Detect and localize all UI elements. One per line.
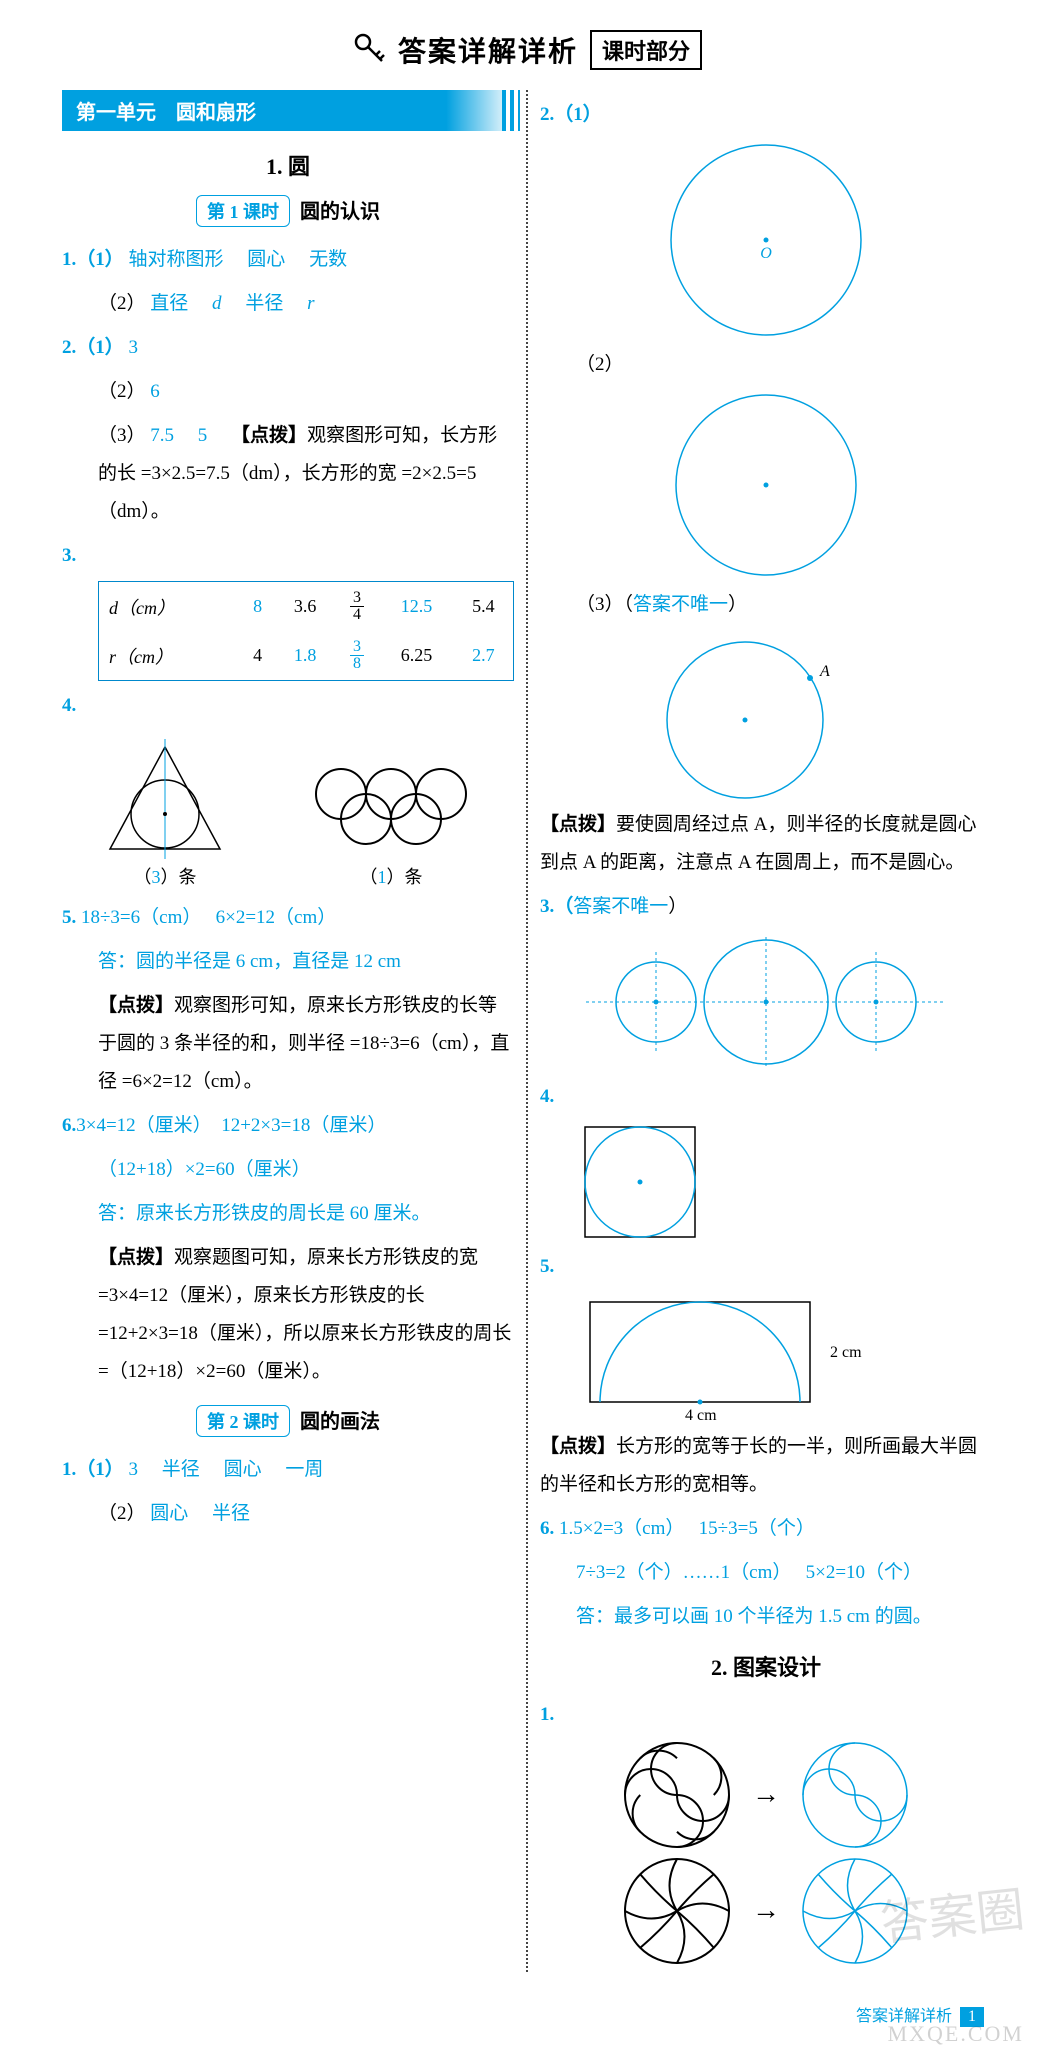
pattern-row-2: →: [540, 1856, 992, 1966]
unit-banner: 第一单元 圆和扇形: [62, 90, 514, 131]
l2-q1-2: （2） 圆心 半径: [62, 1495, 514, 1533]
lesson-badge: 第 1 课时: [196, 195, 290, 227]
pinwheel-icon-2: [622, 1856, 732, 1966]
r-hint1: 【点拨】要使圆周经过点 A，则半径的长度就是圆心到点 A 的距离，注意点 A 在…: [540, 806, 992, 882]
r-q3: 3.（答案不唯一）: [540, 888, 992, 926]
page-title: 答案详解详析: [398, 30, 578, 70]
q3-table: d（cm） 8 3.6 34 12.5 5.4 r（cm） 4 1.8 38 6…: [98, 581, 514, 681]
r-q6-answer: 答：最多可以画 10 个半径为 1.5 cm 的圆。: [540, 1598, 992, 1636]
lesson-name-2: 圆的画法: [300, 1411, 380, 1433]
pattern-row-1: →: [540, 1740, 992, 1850]
r-q6: 6. 1.5×2=3（cm） 15÷3=5（个）: [540, 1510, 992, 1548]
q6-c: （12+18）×2=60（厘米）: [62, 1151, 514, 1189]
table-row-d: d（cm） 8 3.6 34 12.5 5.4: [99, 582, 513, 631]
r-q2-1: 2.（1）: [540, 96, 992, 134]
circle-3: A: [660, 630, 840, 800]
pinwheel-outline-icon: [800, 1740, 910, 1850]
left-column: 第一单元 圆和扇形 1. 圆 第 1 课时 圆的认识 1.（1） 轴对称图形 圆…: [50, 90, 528, 1972]
section-title-1: 1. 圆: [62, 149, 514, 181]
pinwheel-outline-icon-2: [800, 1856, 910, 1966]
r-q6-2: 7÷3=2（个）……1（cm） 5×2=10（个）: [540, 1554, 992, 1592]
arrow-icon: →: [752, 1779, 780, 1811]
r-q2-2-label: （2）: [540, 346, 992, 384]
lesson-badge-2: 第 2 课时: [196, 1405, 290, 1437]
circle-2: [671, 390, 861, 580]
s2-q1: 1.: [540, 1696, 992, 1734]
l2-q1-1: 1.（1） 3 半径 圆心 一周: [62, 1451, 514, 1489]
r-q5: 5.: [540, 1248, 992, 1286]
q4-fig-triangle: （3）条: [100, 735, 230, 889]
semicircle-in-rect: 2 cm 4 cm: [580, 1292, 880, 1422]
arrow-icon: →: [752, 1895, 780, 1927]
pinwheel-icon: [622, 1740, 732, 1850]
q6: 6.3×4=12（厘米） 12+2×3=18（厘米）: [62, 1107, 514, 1145]
page-number: 1: [960, 2007, 984, 2027]
q5-answer: 答：圆的半径是 6 cm，直径是 12 cm: [62, 943, 514, 981]
circle-in-square: [580, 1122, 700, 1242]
page-header: 答案详解详析 课时部分: [50, 30, 1004, 70]
q2-2: （2） 6: [62, 373, 514, 411]
svg-text:A: A: [819, 663, 830, 680]
q6-answer: 答：原来长方形铁皮的周长是 60 厘米。: [62, 1195, 514, 1233]
q4-figures: （3）条 （1）条: [62, 735, 514, 889]
page-footer: 答案详解详析 1: [50, 2002, 1004, 2027]
q5-hint: 【点拨】观察图形可知，原来长方形铁皮的长等于圆的 3 条半径的和，则半径 =18…: [62, 987, 514, 1101]
right-column: 2.（1） O （2） （3）（答案不唯一） A 【点拨】要使圆周: [528, 90, 1004, 1972]
three-circles: [586, 932, 946, 1072]
header-badge: 课时部分: [590, 30, 702, 70]
q2-3: （3） 7.5 5 【点拨】观察图形可知，长方形的长 =3×2.5=7.5（dm…: [62, 417, 514, 531]
page-root: 答案详解详析 课时部分 第一单元 圆和扇形 1. 圆 第 1 课时 圆的认识 1…: [0, 0, 1054, 2067]
q1-1: 1.（1） 轴对称图形 圆心 无数: [62, 241, 514, 279]
lesson-header-2: 第 2 课时 圆的画法: [62, 1405, 514, 1437]
table-row-r: r（cm） 4 1.8 38 6.25 2.7: [99, 631, 513, 680]
svg-text:4 cm: 4 cm: [685, 1407, 717, 1422]
q4-label: 4.: [62, 687, 514, 725]
q4-fig-olympic: （1）条: [306, 755, 476, 889]
circle-1: O: [666, 140, 866, 340]
q5: 5. 18÷3=6（cm） 6×2=12（cm）: [62, 899, 514, 937]
lesson-header-1: 第 1 课时 圆的认识: [62, 195, 514, 227]
q3-label: 3.: [62, 537, 514, 575]
q1-2: （2） 直径 d 半径 r: [62, 285, 514, 323]
key-icon: [352, 31, 386, 70]
q6-hint: 【点拨】观察题图可知，原来长方形铁皮的宽 =3×4=12（厘米），原来长方形铁皮…: [62, 1239, 514, 1391]
lesson-name: 圆的认识: [300, 201, 380, 223]
r-hint5: 【点拨】长方形的宽等于长的一半，则所画最大半圆的半径和长方形的宽相等。: [540, 1428, 992, 1504]
section-title-2: 2. 图案设计: [540, 1650, 992, 1682]
r-q4: 4.: [540, 1078, 992, 1116]
q2-1: 2.（1） 3: [62, 329, 514, 367]
svg-text:O: O: [760, 245, 772, 262]
two-column-layout: 第一单元 圆和扇形 1. 圆 第 1 课时 圆的认识 1.（1） 轴对称图形 圆…: [50, 90, 1004, 1972]
svg-text:2 cm: 2 cm: [830, 1344, 862, 1361]
r-q2-3-label: （3）（答案不唯一）: [540, 586, 992, 624]
